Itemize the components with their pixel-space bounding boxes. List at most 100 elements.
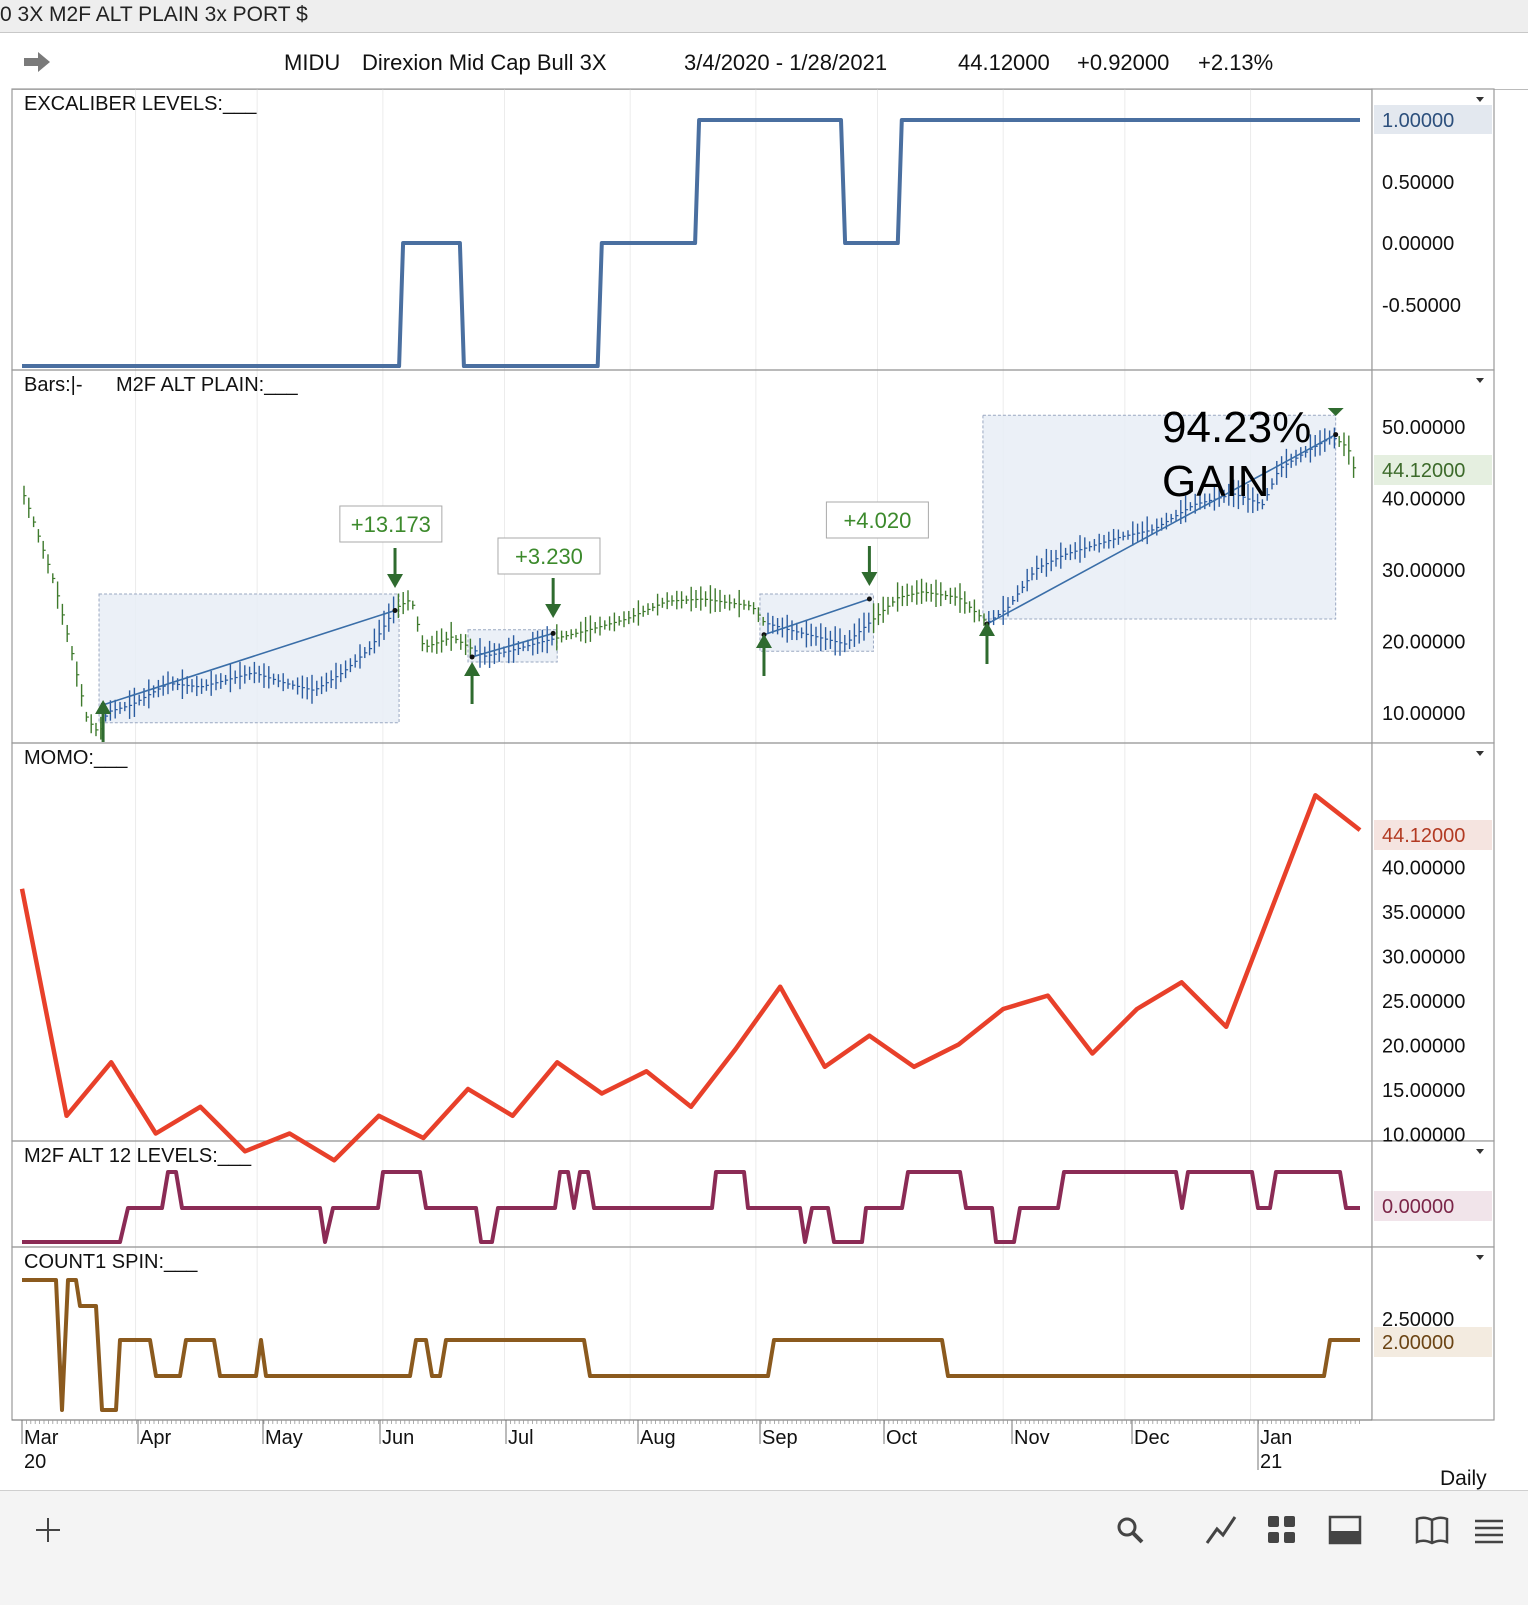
x-tick-label: Sep [762,1427,798,1449]
current-value-box [1374,105,1492,134]
y-tick-label: 0.00000 [1382,233,1454,255]
buy-arrow-head [978,622,995,636]
exit-dot [866,596,872,602]
x-tick-label: Aug [640,1427,676,1449]
current-value-box [1374,820,1492,850]
add-icon[interactable] [33,1515,63,1545]
axis-frame [1371,369,1495,744]
current-value-label: 2.00000 [1382,1332,1454,1354]
buy-arrow-head [755,634,772,648]
year-label: 21 [1260,1451,1282,1473]
y-tick-label: 2.50000 [1382,1309,1454,1331]
gain-label: +4.020 [843,508,911,533]
line-tool-icon[interactable] [1205,1513,1239,1547]
exit-dot [1333,432,1339,438]
x-tick-label: Jan [1260,1427,1292,1449]
y-tick-label: 30.00000 [1382,947,1465,969]
trade-line [986,433,1337,625]
book-icon[interactable] [1415,1513,1449,1547]
window-titlebar: 0 3X M2F ALT PLAIN 3x PORT $ [0,0,1528,33]
current-value-box [1374,455,1492,485]
y-tick-label: 20.00000 [1382,632,1465,654]
current-value-box [1374,1191,1492,1221]
arrow-right-icon[interactable] [22,51,52,73]
bottom-toolbar [0,1490,1528,1605]
panel-menu-icon [1476,97,1484,102]
x-tick-label: Oct [886,1427,918,1449]
grid-icon[interactable] [1265,1513,1299,1547]
sell-arrow-head [387,574,404,588]
panel-frames [11,88,1495,1421]
entry-dot [469,654,475,660]
instrument-name: Direxion Mid Cap Bull 3X [362,50,607,75]
quote-header: MIDU Direxion Mid Cap Bull 3X 3/4/2020 -… [12,37,1528,90]
trade-box [982,414,1337,620]
price-change-pct: +2.13% [1198,50,1274,75]
sell-arrow-head [545,604,562,618]
panel-frame [11,88,1373,371]
y-tick-label: 15.00000 [1382,1080,1465,1102]
bars-label: Bars:|- [24,374,83,396]
y-tick-label: 10.00000 [1382,1125,1465,1147]
menu-icon[interactable] [1472,1513,1506,1547]
count1-label: COUNT1 SPIN:___ [24,1251,198,1273]
x-tick-label: Jul [508,1427,534,1449]
count1-line [22,1278,1360,1412]
m2f12-line [22,1170,1360,1244]
gain-label: +3.230 [515,544,583,569]
momo-label: MOMO:___ [24,747,128,769]
current-value-box [1374,1327,1492,1357]
current-value-label: 44.12000 [1382,825,1465,847]
panel-menu-icon [1476,378,1484,383]
timeframe-label[interactable]: Daily [1440,1467,1487,1490]
trade-line [471,632,554,658]
sell-marker-icon [1327,408,1344,416]
search-icon[interactable] [1115,1515,1145,1545]
symbol: MIDU [284,50,341,75]
price-change: +0.92000 [1077,50,1170,75]
x-tick-label: Nov [1014,1427,1050,1449]
label-layer: EXCALIBER LEVELS:___ Bars:|- M2F ALT PLAIN… [12,93,1492,1473]
current-value-label: 44.12000 [1382,460,1465,482]
y-tick-label: 0.50000 [1382,172,1454,194]
current-value-label: 1.00000 [1382,110,1454,132]
window-title: 0 3X M2F ALT PLAIN 3x PORT $ [0,3,308,26]
panel-frame [11,1246,1373,1421]
y-tick-label: 10.00000 [1382,703,1465,725]
y-tick-label: -0.50000 [1382,295,1461,317]
data-layer [19,118,1362,1412]
gain-label-box [497,537,601,575]
gain-word-label: GAIN [1162,457,1270,506]
x-tick-label: Jun [382,1427,414,1449]
exit-dot [550,630,556,636]
buy-arrow-head [95,700,112,714]
last-price: 44.12000 [958,50,1050,75]
y-tick-label: 25.00000 [1382,991,1465,1013]
x-tick-label: Mar [24,1427,59,1449]
panel-menu-icon [1476,751,1484,756]
grid-layer [135,89,1252,1420]
x-tick-label: Apr [140,1427,171,1449]
y-tick-label: 20.00000 [1382,1036,1465,1058]
y-tick-label: 35.00000 [1382,902,1465,924]
y-tick-label: 40.00000 [1382,858,1465,880]
m2f12-label: M2F ALT 12 LEVELS:___ [24,1145,252,1167]
gain-label: +13.173 [351,512,431,537]
y-tick-label: 50.00000 [1382,417,1465,439]
y-tick-label: 30.00000 [1382,560,1465,582]
trade-line [102,609,396,706]
x-tick-label: Dec [1134,1427,1170,1449]
panel-icon[interactable] [1328,1513,1362,1547]
panel-frame [11,742,1373,1142]
axis-frame [1371,88,1495,371]
gain-percent-label: 94.23% [1162,403,1311,452]
current-value-label: 0.00000 [1382,1196,1454,1218]
x-tick-label: May [265,1427,303,1449]
excaliber-line [22,118,1360,368]
sell-arrow-head [861,572,878,586]
date-range: 3/4/2020 - 1/28/2021 [684,50,888,75]
exit-dot [392,607,398,613]
gain-label-box [339,505,443,543]
trade-line [763,598,870,636]
